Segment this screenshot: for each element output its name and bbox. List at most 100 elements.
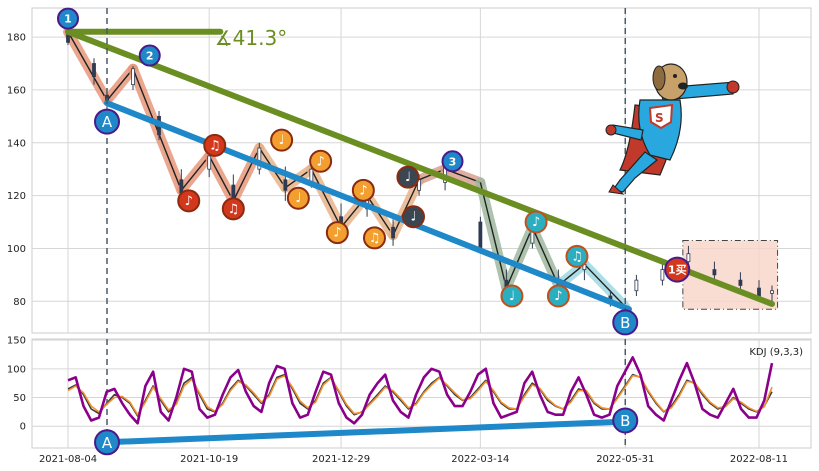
music-note-circle — [396, 165, 420, 189]
buy-marker: 1买 — [668, 264, 687, 277]
music-note: ♪ — [554, 289, 562, 304]
kdj-y-tick-label: 0 — [20, 422, 26, 433]
music-note: ♪ — [532, 215, 540, 230]
music-note-circle — [309, 149, 333, 173]
x-tick-label: 2022-08-11 — [730, 454, 788, 465]
kdj-ab-label-circle — [94, 429, 121, 456]
kdj-y-tick-label: 50 — [13, 393, 26, 404]
wave-label: 3 — [449, 155, 457, 168]
music-note: ♪ — [316, 154, 324, 169]
x-tick-label: 2022-03-14 — [451, 454, 509, 465]
kdj-y-tick-label: 150 — [7, 336, 26, 347]
wave-label-circle — [441, 150, 464, 173]
trendline — [65, 28, 775, 307]
music-note: ♪ — [359, 183, 367, 198]
wave-label: 2 — [146, 50, 154, 63]
music-note: ♩ — [295, 191, 301, 206]
wave-segment-core — [583, 263, 626, 308]
kdj-series-line — [67, 374, 773, 416]
ab-label: A — [102, 113, 113, 131]
kdj-layer — [67, 356, 774, 446]
music-note-circle — [546, 284, 570, 308]
ab-label-circle — [612, 309, 639, 336]
music-note-circle — [203, 133, 227, 157]
candle-body — [257, 147, 262, 170]
music-note-circle — [362, 226, 386, 250]
superhero-icon: S — [605, 63, 740, 195]
candle-body — [660, 269, 665, 281]
kdj-ab-label: A — [102, 434, 113, 452]
wave-segment-core — [531, 227, 560, 286]
music-note-circle — [565, 244, 589, 268]
candle-body — [770, 290, 774, 294]
main-y-tick-label: 120 — [7, 191, 26, 202]
marker-layer: 1 2 3 A B A B ♪ ♫ ♫ ♩ ♩ ♪ ♪ ♪ ♫ ♩ ♩ ♩ ♪ ♪ ♫ 1买 — [57, 7, 691, 456]
music-note: ♪ — [333, 226, 341, 241]
kdj-title: KDJ (9,3,3) — [749, 347, 803, 358]
main-y-tick-label: 140 — [7, 138, 26, 149]
music-note-circle — [524, 210, 548, 234]
music-note: ♩ — [410, 210, 416, 225]
kdj-trendline — [104, 418, 629, 446]
x-tick-label: 2022-05-31 — [596, 454, 654, 465]
wave-segment-core — [310, 168, 342, 228]
wave-segment-core — [479, 182, 508, 289]
wave-label-circle — [138, 44, 161, 67]
wave-segment-core — [180, 155, 210, 191]
trend-layer: ∡41.3° — [65, 26, 775, 313]
candle-body — [283, 179, 288, 191]
kdj-ab-label: B — [620, 412, 630, 430]
candle-body — [686, 253, 691, 263]
wave-label-circle — [57, 7, 79, 30]
main-y-tick-label: 80 — [13, 297, 26, 308]
angle-label: ∡41.3° — [215, 26, 287, 50]
music-note-circle — [500, 284, 524, 308]
kdj-ab-label-circle — [612, 407, 639, 434]
music-note: ♩ — [405, 170, 411, 185]
ab-label: B — [620, 314, 630, 332]
music-note: ♩ — [279, 133, 285, 148]
wave-segment-core — [505, 227, 534, 289]
music-note-circle — [286, 186, 310, 210]
wave-layer — [63, 26, 631, 312]
wave-segment-core — [208, 155, 234, 202]
x-tick-label: 2021-10-19 — [180, 454, 238, 465]
wave-segment-core — [366, 195, 394, 236]
candle-body — [179, 179, 184, 194]
music-note-circle — [177, 189, 201, 213]
wave-label: 1 — [64, 13, 72, 26]
candle-body — [634, 279, 639, 292]
x-tick-label: 2021-12-29 — [312, 454, 370, 465]
main-y-tick-label: 160 — [7, 85, 26, 96]
wave-segment-core — [392, 179, 420, 236]
ab-label-circle — [94, 108, 121, 135]
music-note-circle — [325, 221, 349, 245]
svg-text:S: S — [655, 111, 664, 125]
music-note: ♪ — [185, 194, 193, 209]
candle-body — [207, 155, 212, 170]
trendline — [104, 100, 632, 313]
music-note: ♫ — [227, 202, 239, 217]
main-y-tick-label: 180 — [7, 33, 26, 44]
candle-body — [391, 226, 395, 239]
wave-segment-core — [67, 31, 108, 101]
candle-body — [757, 287, 761, 297]
music-note-circle — [270, 128, 294, 152]
music-note: ♩ — [509, 289, 515, 304]
candle-body — [478, 221, 483, 249]
candle-body — [92, 63, 96, 78]
candle-body — [66, 34, 70, 43]
wave-segment-core — [232, 147, 260, 202]
kdj-series-line — [67, 356, 774, 425]
music-note: ♫ — [369, 231, 381, 246]
candle-body — [131, 68, 135, 86]
main-y-tick-label: 100 — [7, 244, 26, 255]
x-tick-label: 2021-08-04 — [39, 454, 97, 465]
candle-body — [712, 269, 717, 276]
kdj-y-tick-label: 100 — [7, 364, 26, 375]
music-note-circle — [401, 205, 425, 229]
music-note: ♫ — [209, 138, 221, 153]
candle-body — [738, 279, 743, 286]
buy-marker-circle — [664, 256, 691, 283]
